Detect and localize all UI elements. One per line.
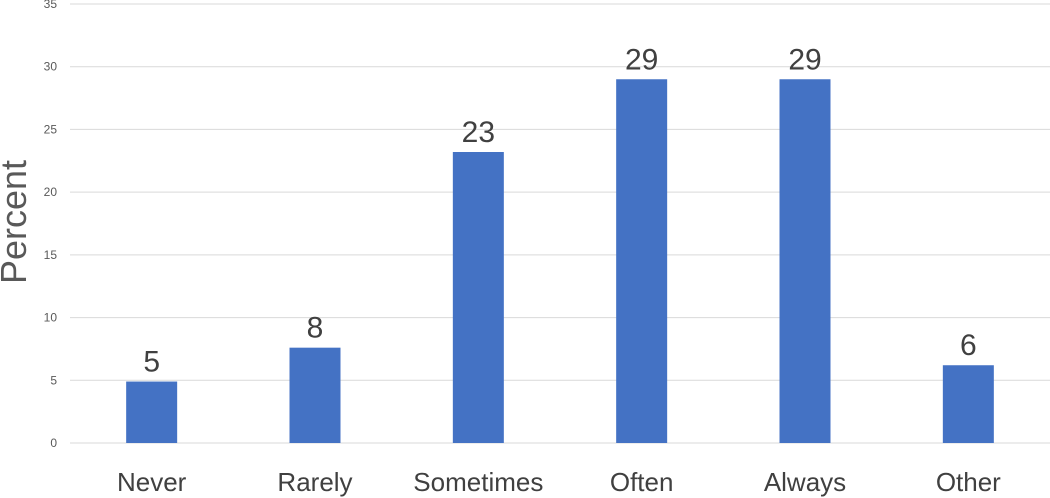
- x-tick-label-always: Always: [764, 467, 846, 497]
- y-tick-label: 35: [44, 0, 58, 11]
- y-tick-label: 5: [50, 373, 57, 387]
- bar-never: [126, 381, 178, 443]
- x-tick-label-sometimes: Sometimes: [413, 467, 543, 497]
- data-label-never: 5: [143, 346, 160, 379]
- x-tick-label-other: Other: [936, 467, 1001, 497]
- bar-sometimes: [452, 152, 504, 443]
- bar-always: [779, 79, 831, 443]
- bar-rarely: [289, 347, 341, 443]
- y-tick-label: 25: [44, 122, 58, 136]
- gridlines: [70, 3, 1050, 444]
- y-tick-label: 30: [44, 60, 58, 74]
- data-label-sometimes: 23: [462, 116, 495, 149]
- y-tick-label: 10: [44, 311, 58, 325]
- data-labels: 5 8 23 29 29 6: [143, 43, 976, 378]
- y-axis-title: Percent: [0, 160, 34, 284]
- y-tick-label: 0: [50, 436, 57, 450]
- y-tick-label: 20: [44, 185, 58, 199]
- data-label-often: 29: [625, 43, 658, 76]
- x-tick-label-rarely: Rarely: [277, 467, 352, 497]
- bar-often: [616, 79, 668, 443]
- x-tick-label-often: Often: [610, 467, 674, 497]
- data-label-always: 29: [788, 43, 821, 76]
- data-label-other: 6: [960, 329, 977, 362]
- y-axis-ticks: 0 5 10 15 20 25 30 35: [44, 0, 58, 450]
- x-tick-label-never: Never: [117, 467, 187, 497]
- y-tick-label: 15: [44, 248, 58, 262]
- x-axis-ticks: Never Rarely Sometimes Often Always Other: [117, 467, 1001, 497]
- bar-other: [942, 365, 994, 443]
- bars: [126, 79, 994, 443]
- data-label-rarely: 8: [307, 312, 324, 345]
